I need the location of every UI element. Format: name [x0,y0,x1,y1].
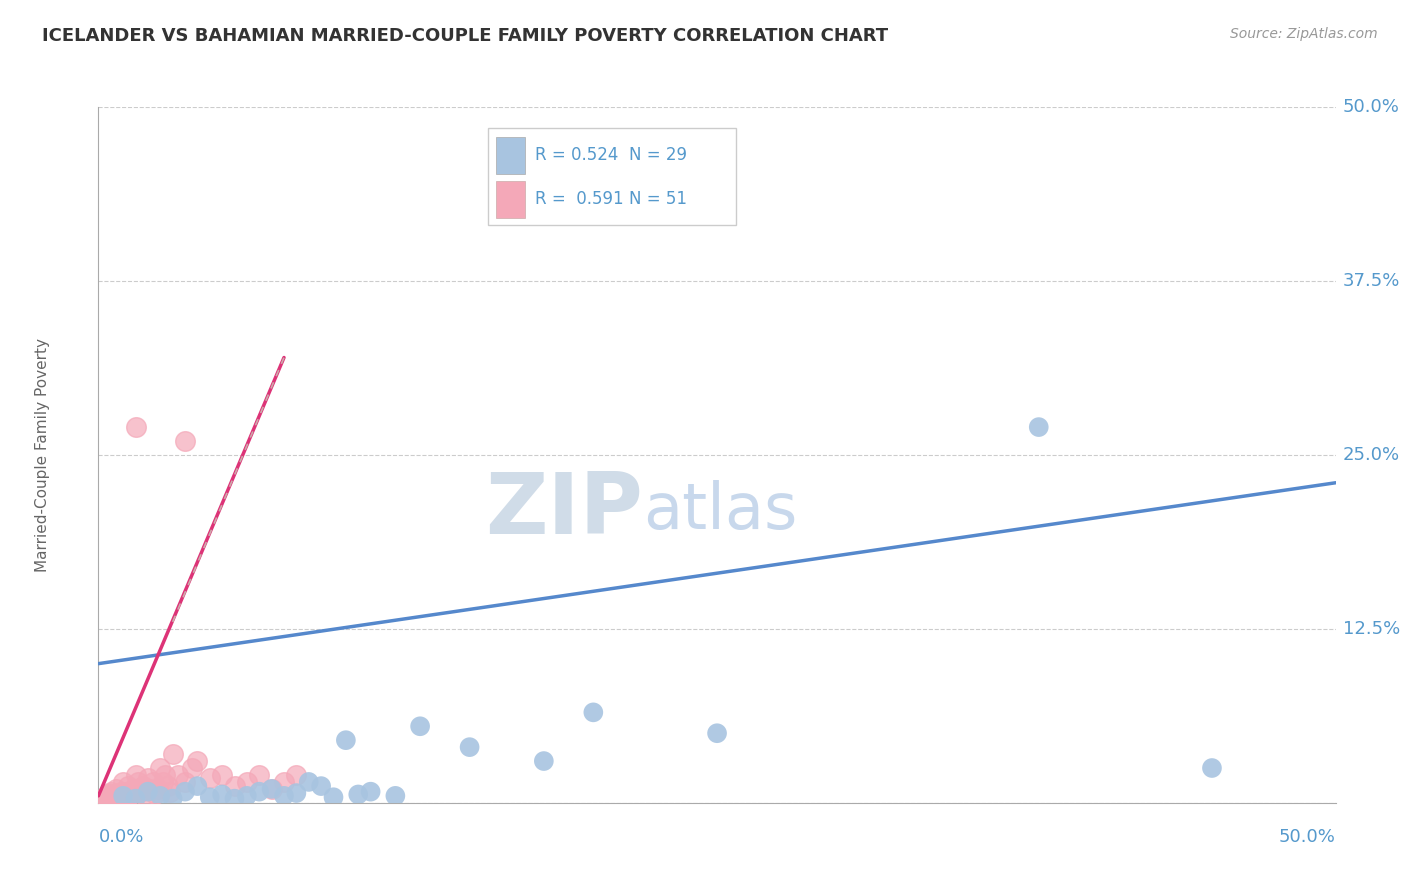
Point [162,747,184,761]
Text: R = 0.524: R = 0.524 [536,146,619,164]
Point [211,788,233,802]
Point [146,781,169,796]
Point [273,775,295,789]
Point [174,785,197,799]
Point [122,781,145,796]
Point [149,789,172,803]
Point [155,768,177,782]
Point [186,779,208,793]
Point [104,781,127,796]
Point [103,791,125,805]
Point [127,775,149,789]
Point [149,761,172,775]
Text: N = 29: N = 29 [630,146,688,164]
Point [285,786,308,800]
Point [162,791,184,805]
Point [100,785,122,799]
Point [117,790,139,805]
Point [143,788,166,802]
Point [335,733,357,747]
Text: 12.5%: 12.5% [1343,620,1400,638]
Point [1028,420,1050,434]
Point [533,754,555,768]
Point [186,754,208,768]
Point [409,719,432,733]
Point [136,785,159,799]
Text: 50.0%: 50.0% [1279,828,1336,846]
Point [247,768,270,782]
Point [112,789,135,803]
Point [129,785,152,799]
Point [582,706,605,720]
Point [136,771,159,785]
Point [360,785,382,799]
Point [97,790,120,805]
Point [236,775,259,789]
Point [260,781,283,796]
Point [104,790,127,805]
Point [166,768,188,782]
Point [224,779,246,793]
Point [114,785,136,799]
Point [174,775,197,789]
Point [120,788,142,802]
Bar [495,136,526,174]
Point [100,789,122,803]
Point [211,768,233,782]
Point [706,726,728,740]
Point [112,791,135,805]
Point [107,789,129,803]
Point [347,788,370,802]
Text: 0.0%: 0.0% [98,828,143,846]
Point [298,775,321,789]
Point [260,781,283,796]
Text: 50.0%: 50.0% [1343,98,1399,116]
Text: ICELANDER VS BAHAMIAN MARRIED-COUPLE FAMILY POVERTY CORRELATION CHART: ICELANDER VS BAHAMIAN MARRIED-COUPLE FAM… [42,27,889,45]
Point [112,775,135,789]
Bar [495,180,526,218]
Point [1201,761,1223,775]
Text: ZIP: ZIP [485,469,643,552]
Point [124,420,146,434]
Point [124,768,146,782]
Point [97,788,120,802]
Point [198,771,221,785]
Point [198,790,221,805]
Point [322,790,344,805]
Point [181,761,204,775]
Point [107,793,129,807]
Point [309,779,332,793]
Point [134,789,156,803]
Text: N = 51: N = 51 [630,190,688,208]
Bar [488,128,735,226]
Point [132,779,155,793]
Point [384,789,406,803]
Point [124,791,146,805]
Point [152,775,174,789]
Point [174,434,197,448]
Point [94,793,117,807]
Point [94,789,117,803]
Point [103,788,125,802]
Text: Married-Couple Family Poverty: Married-Couple Family Poverty [35,338,51,572]
Text: atlas: atlas [643,480,797,541]
Point [93,791,115,805]
Text: 37.5%: 37.5% [1343,272,1400,290]
Text: 25.0%: 25.0% [1343,446,1400,464]
Text: R =  0.591: R = 0.591 [536,190,624,208]
Point [273,789,295,803]
Point [139,781,162,796]
Point [458,740,481,755]
Point [142,775,165,789]
Text: Source: ZipAtlas.com: Source: ZipAtlas.com [1230,27,1378,41]
Point [224,791,246,805]
Point [110,785,132,799]
Point [117,779,139,793]
Point [159,785,181,799]
Point [236,789,259,803]
Point [247,785,270,799]
Point [285,768,308,782]
Point [156,779,179,793]
